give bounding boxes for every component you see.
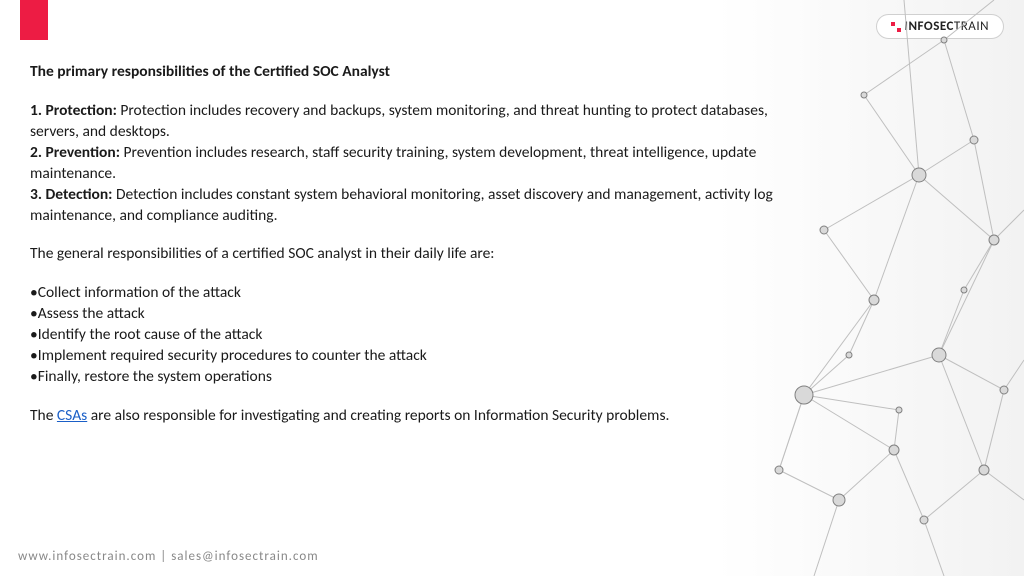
main-content: The primary responsibilities of the Cert… <box>30 62 800 427</box>
csas-link[interactable]: CSAs <box>57 406 87 425</box>
numbered-item: 2. Prevention: Prevention includes resea… <box>30 143 800 185</box>
numbered-item-lead: 3. Detection: <box>30 185 112 204</box>
logo-icon <box>891 22 901 32</box>
numbered-item-body: Detection includes constant system behav… <box>30 185 773 225</box>
brand-pre: INFOSEC <box>905 19 954 34</box>
bullet-list: Collect information of the attackAssess … <box>30 283 800 388</box>
closing-post: are also responsible for investigating a… <box>87 406 669 425</box>
numbered-item-body: Protection includes recovery and backups… <box>30 101 768 141</box>
bullet-item: Identify the root cause of the attack <box>30 325 800 346</box>
closing-pre: The <box>30 406 57 425</box>
footer-text: www.infosectrain.com | sales@infosectrai… <box>18 549 319 564</box>
page-title: The primary responsibilities of the Cert… <box>30 62 800 83</box>
bullet-item: Collect information of the attack <box>30 283 800 304</box>
intro-paragraph: The general responsibilities of a certif… <box>30 244 800 265</box>
closing-paragraph: The CSAs are also responsible for invest… <box>30 406 800 427</box>
numbered-item-lead: 1. Protection: <box>30 101 117 120</box>
accent-bar <box>20 0 48 40</box>
numbered-item: 1. Protection: Protection includes recov… <box>30 101 800 143</box>
numbered-item-body: Prevention includes research, staff secu… <box>30 143 756 183</box>
numbered-list: 1. Protection: Protection includes recov… <box>30 101 800 227</box>
bullet-item: Finally, restore the system operations <box>30 367 800 388</box>
numbered-item: 3. Detection: Detection includes constan… <box>30 185 800 227</box>
brand-post: TRAIN <box>954 19 989 34</box>
brand-logo: INFOSECTRAIN <box>876 14 1004 39</box>
bullet-item: Implement required security procedures t… <box>30 346 800 367</box>
numbered-item-lead: 2. Prevention: <box>30 143 120 162</box>
bullet-item: Assess the attack <box>30 304 800 325</box>
